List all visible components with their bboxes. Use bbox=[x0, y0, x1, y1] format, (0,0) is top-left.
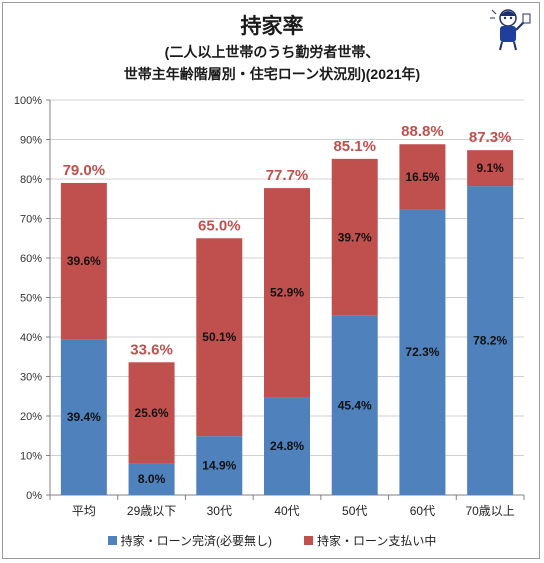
bar-segment-completed bbox=[467, 186, 514, 496]
bar-segment-paying bbox=[196, 238, 243, 437]
bar-segment-completed bbox=[196, 436, 243, 495]
y-tick-label: 70% bbox=[20, 214, 42, 226]
bar-segment-paying bbox=[264, 188, 310, 398]
data-label-completed: 72.3% bbox=[405, 345, 439, 359]
bar-segment-completed bbox=[60, 339, 107, 495]
data-label-completed: 78.2% bbox=[473, 334, 507, 348]
x-tick-label: 70歳以上 bbox=[465, 504, 514, 518]
data-label-completed: 24.8% bbox=[270, 439, 304, 453]
chart-subtitle-line1: (二人以上世帯のうち勤労者世帯、 bbox=[164, 44, 380, 60]
bar-segment-completed bbox=[399, 209, 446, 496]
y-tick-label: 50% bbox=[20, 293, 42, 305]
bar-segment-paying bbox=[331, 158, 378, 316]
y-tick-label: 40% bbox=[20, 332, 42, 344]
data-label-completed: 8.0% bbox=[138, 472, 166, 486]
y-tick-label: 20% bbox=[20, 411, 42, 423]
chart-title: 持家率 bbox=[240, 15, 304, 38]
y-tick-label: 80% bbox=[20, 174, 42, 186]
y-tick-label: 30% bbox=[20, 372, 42, 384]
legend-swatch-completed bbox=[107, 536, 117, 545]
chart-legend: 持家・ローン完済(必要無し) 持家・ローン支払い中 bbox=[0, 532, 544, 549]
bar-segment-completed bbox=[128, 463, 175, 495]
x-tick-label: 29歳以下 bbox=[127, 504, 176, 518]
data-label-paying: 50.1% bbox=[202, 330, 236, 344]
y-tick-label: 0% bbox=[26, 490, 42, 502]
legend-label-paying: 持家・ローン支払い中 bbox=[317, 534, 437, 548]
y-tick-label: 90% bbox=[20, 135, 42, 147]
x-tick-label: 平均 bbox=[72, 504, 96, 518]
data-label-completed: 45.4% bbox=[338, 398, 372, 412]
legend-swatch-paying bbox=[304, 536, 313, 545]
total-label: 87.3% bbox=[469, 129, 512, 146]
bar-segment-paying bbox=[60, 182, 107, 340]
data-label-paying: 16.5% bbox=[405, 170, 439, 184]
bar-segment-paying bbox=[399, 144, 446, 210]
data-label-paying: 25.6% bbox=[135, 406, 169, 420]
total-label: 88.8% bbox=[401, 123, 444, 140]
total-label: 79.0% bbox=[63, 162, 106, 179]
y-tick-label: 60% bbox=[20, 253, 42, 265]
data-label-paying: 9.1% bbox=[476, 161, 504, 175]
bar-segment-paying bbox=[128, 362, 175, 464]
x-tick-label: 50代 bbox=[342, 504, 367, 518]
bar-segment-paying bbox=[467, 150, 514, 187]
legend-item-completed: 持家・ローン完済(必要無し) bbox=[107, 532, 272, 549]
legend-label-completed: 持家・ローン完済(必要無し) bbox=[120, 534, 272, 548]
data-label-paying: 39.7% bbox=[338, 230, 372, 244]
data-label-paying: 39.6% bbox=[67, 254, 101, 268]
total-label: 33.6% bbox=[130, 341, 173, 358]
bar-segment-completed bbox=[264, 397, 310, 495]
y-tick-label: 100% bbox=[14, 95, 42, 107]
total-label: 65.0% bbox=[198, 217, 241, 234]
data-label-completed: 39.4% bbox=[67, 410, 101, 424]
x-tick-label: 30代 bbox=[207, 504, 232, 518]
chart-subtitle-line2: 世帯主年齢階層別・住宅ローン状況別)(2021年) bbox=[123, 66, 421, 82]
legend-item-paying: 持家・ローン支払い中 bbox=[304, 532, 436, 549]
bar-segment-completed bbox=[331, 315, 378, 495]
data-label-paying: 52.9% bbox=[270, 286, 304, 300]
x-tick-label: 60代 bbox=[410, 504, 435, 518]
y-tick-label: 10% bbox=[20, 451, 42, 463]
total-label: 85.1% bbox=[333, 138, 376, 155]
mascot-illustration bbox=[490, 9, 531, 51]
total-label: 77.7% bbox=[266, 167, 309, 184]
x-tick-label: 40代 bbox=[274, 504, 299, 518]
data-label-completed: 14.9% bbox=[202, 459, 236, 473]
